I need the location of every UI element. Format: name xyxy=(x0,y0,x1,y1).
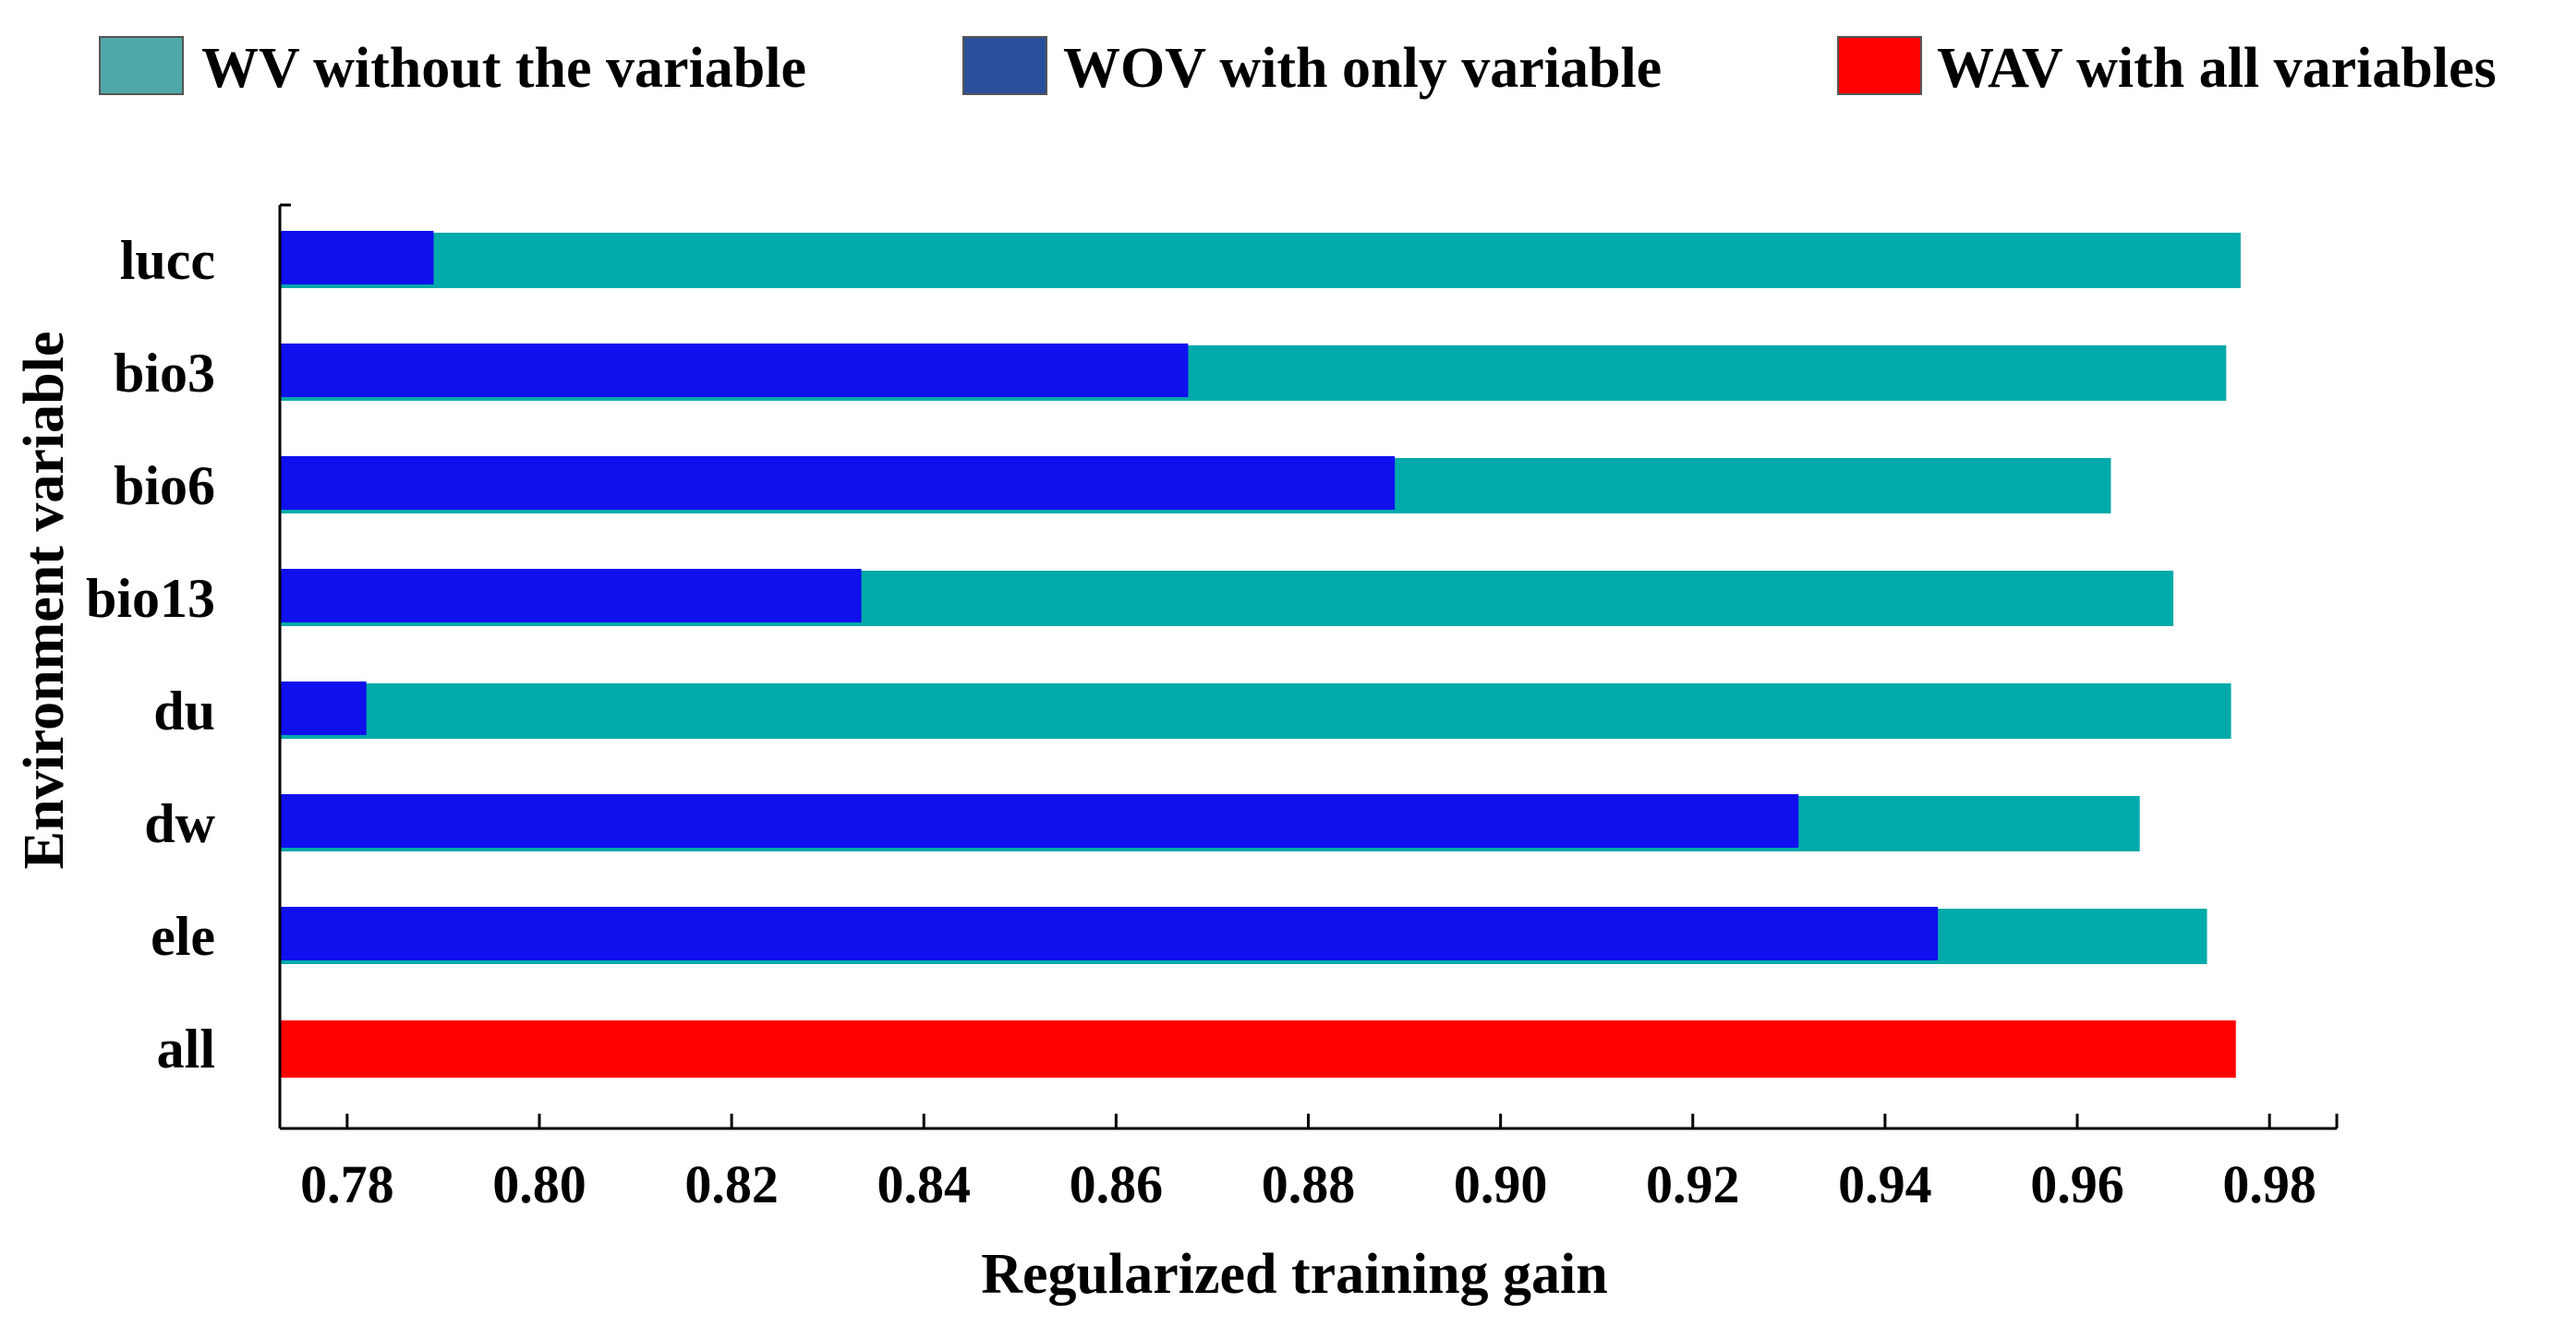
x-tick-label: 0.92 xyxy=(1646,1154,1740,1214)
legend-wv-swatch xyxy=(99,36,184,95)
bar-wov-du xyxy=(280,682,367,735)
bar-wov-lucc xyxy=(280,231,434,284)
axes xyxy=(278,203,2339,1130)
x-tick-label: 0.78 xyxy=(300,1154,394,1214)
category-label-du: du xyxy=(153,681,215,742)
category-label-ele: ele xyxy=(151,906,215,967)
legend-wv-label: WV without the variable xyxy=(201,37,806,100)
x-tick-label: 0.86 xyxy=(1070,1154,1164,1214)
category-label-bio3: bio3 xyxy=(114,343,215,404)
legend-wav-swatch xyxy=(1837,36,1922,95)
legend: WV without the variable WOV with only var… xyxy=(99,36,2497,100)
legend-wav-label: WAV with all variables xyxy=(1937,37,2497,100)
labels: lucc bio3 bio6 bio13 du dw ele all 0.78 0.80 0.82 0… xyxy=(13,230,2316,1306)
bar-wov-bio6 xyxy=(280,456,1396,510)
bar-wv-lucc xyxy=(280,233,2241,288)
bar-wv-du xyxy=(280,683,2231,739)
y-axis-title: Environment variable xyxy=(13,332,76,870)
x-axis-title: Regularized training gain xyxy=(981,1243,1608,1306)
bar-wov-dw xyxy=(280,794,1799,848)
category-label-all: all xyxy=(157,1019,215,1080)
x-tick-label: 0.98 xyxy=(2222,1154,2316,1214)
bar-wav-all xyxy=(280,1020,2236,1078)
x-tick-label: 0.82 xyxy=(684,1154,779,1214)
bars xyxy=(280,231,2241,1078)
bar-wov-ele xyxy=(280,907,1939,960)
bar-wov-bio3 xyxy=(280,344,1189,397)
category-label-bio13: bio13 xyxy=(86,568,215,629)
x-tick-label: 0.94 xyxy=(1838,1154,1932,1214)
x-tick-label: 0.84 xyxy=(877,1154,971,1214)
category-label-lucc: lucc xyxy=(120,230,215,291)
x-tick-label: 0.80 xyxy=(492,1154,587,1214)
category-label-dw: dw xyxy=(144,793,215,854)
legend-wov-swatch xyxy=(962,36,1047,95)
x-tick-label: 0.96 xyxy=(2030,1154,2124,1214)
x-tick-label: 0.90 xyxy=(1454,1154,1548,1214)
category-label-bio6: bio6 xyxy=(114,455,215,516)
legend-wov-label: WOV with only variable xyxy=(1063,37,1662,100)
x-tick-label: 0.88 xyxy=(1262,1154,1356,1214)
bar-wov-bio13 xyxy=(280,569,862,622)
